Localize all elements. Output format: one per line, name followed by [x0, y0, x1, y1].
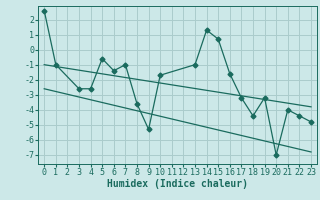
- X-axis label: Humidex (Indice chaleur): Humidex (Indice chaleur): [107, 179, 248, 189]
